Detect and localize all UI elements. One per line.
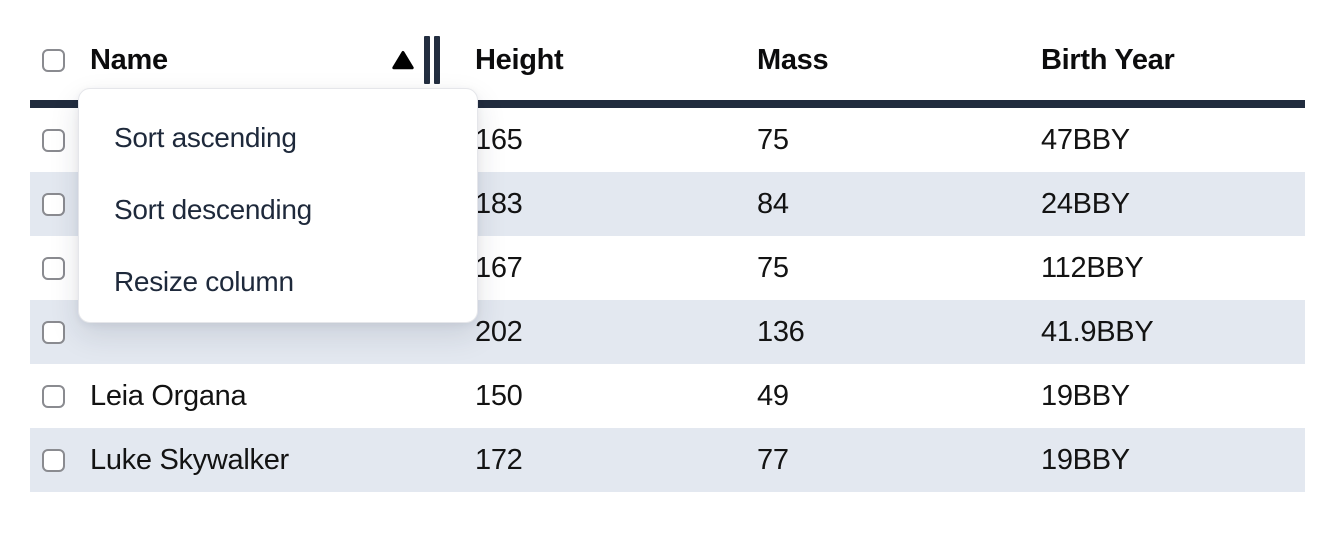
cell-birth-year: 112BBY: [1041, 251, 1144, 284]
row-checkbox-cell: [30, 384, 78, 408]
cell-birth-year: 24BBY: [1041, 187, 1130, 220]
table-header-row: Name Height Mass Birth Year: [30, 0, 1305, 108]
column-header-name-label: Name: [90, 43, 168, 76]
cell-height: 202: [475, 315, 523, 348]
resize-bar: [434, 36, 440, 84]
cell-name: Luke Skywalker: [90, 443, 289, 476]
resize-bar: [424, 36, 430, 84]
cell-mass: 136: [757, 315, 805, 348]
cell-height: 165: [475, 123, 523, 156]
menu-item-sort-ascending[interactable]: Sort ascending: [114, 122, 297, 153]
cell-height: 182: [460, 508, 742, 509]
column-header-mass[interactable]: Mass: [757, 43, 829, 76]
row-checkbox-cell: [30, 448, 78, 472]
table-row[interactable]: Obi-Wan Kenobi 182 77 57BBY: [30, 492, 1305, 508]
row-checkbox-cell: [30, 320, 78, 344]
cell-height: 183: [475, 187, 523, 220]
row-checkbox[interactable]: [42, 192, 65, 216]
row-checkbox-cell: [30, 128, 78, 152]
cell-mass: 49: [757, 379, 789, 412]
cell-mass: 75: [757, 251, 789, 284]
cell-mass: 77: [742, 508, 1026, 509]
row-checkbox[interactable]: [42, 256, 65, 280]
row-checkbox[interactable]: [42, 320, 65, 344]
cell-mass: 75: [757, 123, 789, 156]
table-row[interactable]: Leia Organa 150 49 19BBY: [30, 364, 1305, 428]
row-checkbox[interactable]: [42, 128, 65, 152]
sort-ascending-icon: [392, 51, 414, 70]
table-row[interactable]: Luke Skywalker 172 77 19BBY: [30, 428, 1305, 492]
menu-item-resize-column[interactable]: Resize column: [114, 266, 294, 297]
column-header-height[interactable]: Height: [475, 43, 564, 76]
column-resize-handle-icon[interactable]: [424, 36, 440, 84]
menu-item-sort-descending[interactable]: Sort descending: [114, 194, 312, 225]
column-header-birth-year[interactable]: Birth Year: [1041, 43, 1175, 76]
column-header-name[interactable]: Name: [78, 20, 460, 100]
header-checkbox-cell: [30, 48, 78, 72]
cell-birth-year: 19BBY: [1041, 379, 1130, 412]
cell-height: 150: [475, 379, 523, 412]
cell-mass: 77: [757, 443, 789, 476]
cell-height: 167: [475, 251, 523, 284]
cell-birth-year: 41.9BBY: [1041, 315, 1154, 348]
cell-birth-year: 47BBY: [1041, 123, 1130, 156]
cell-name: Leia Organa: [90, 379, 247, 412]
column-context-menu: Sort ascending Sort descending Resize co…: [78, 88, 478, 323]
select-all-checkbox[interactable]: [42, 48, 65, 72]
cell-height: 172: [475, 443, 523, 476]
row-checkbox-cell: [30, 192, 78, 216]
cell-mass: 84: [757, 187, 789, 220]
row-checkbox[interactable]: [42, 448, 65, 472]
cell-name: Obi-Wan Kenobi: [78, 508, 460, 509]
row-checkbox[interactable]: [42, 384, 65, 408]
cell-birth-year: 19BBY: [1041, 443, 1130, 476]
row-checkbox-cell: [30, 256, 78, 280]
cell-birth-year: 57BBY: [1026, 508, 1305, 509]
